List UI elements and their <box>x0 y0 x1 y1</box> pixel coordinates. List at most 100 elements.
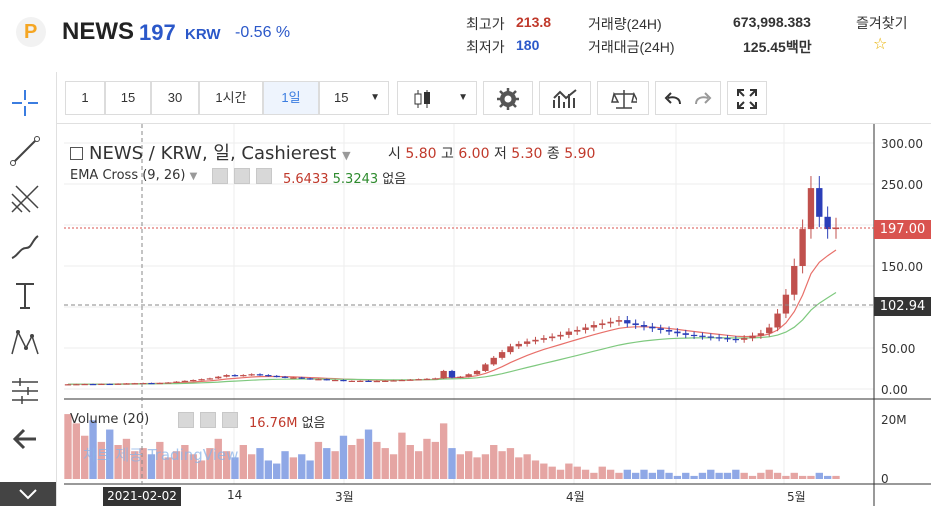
trend-line-icon[interactable] <box>8 134 42 168</box>
candle-body <box>590 325 598 328</box>
volume-bar <box>381 448 389 479</box>
caret-down-icon: ▼ <box>458 92 468 103</box>
volume-bar <box>648 472 657 479</box>
interval-dropdown[interactable]: 15 ▼ <box>319 81 389 115</box>
eye-icon[interactable] <box>212 168 228 184</box>
candle-body <box>649 326 656 329</box>
candle-body <box>123 383 130 385</box>
volume-bar <box>389 454 398 479</box>
x-tick: 4월 <box>566 490 585 504</box>
undo-icon[interactable] <box>662 90 684 108</box>
candle-body <box>348 380 355 382</box>
volume-bar <box>147 454 156 479</box>
volume-bar <box>298 454 306 479</box>
current-price: 197 <box>139 20 176 45</box>
interval-30m-button[interactable]: 30 <box>151 81 199 115</box>
candle-body <box>398 379 406 382</box>
volume-bar <box>339 435 348 479</box>
volume-bar <box>715 472 723 479</box>
candle-body <box>724 338 731 340</box>
interval-15m-button[interactable]: 15 <box>105 81 151 115</box>
volume-bar <box>498 451 506 479</box>
chart-type-button[interactable]: ▼ <box>397 81 477 115</box>
settings-button[interactable] <box>483 81 533 115</box>
high-value: 213.8 <box>516 14 552 30</box>
collapse-box-icon[interactable] <box>70 147 83 160</box>
back-arrow-icon[interactable] <box>8 422 42 456</box>
volume-bar <box>323 448 331 479</box>
ema-fast-value: 5.6433 <box>283 172 329 187</box>
settings-small-icon[interactable] <box>234 168 250 184</box>
interval-1h-button[interactable]: 1시간 <box>199 81 263 115</box>
close-icon[interactable] <box>222 412 238 428</box>
volume-bar <box>740 472 748 479</box>
candle-body <box>139 383 147 385</box>
favorite-label[interactable]: 즐겨찾기 <box>856 15 908 31</box>
crosshair-icon[interactable] <box>8 86 42 120</box>
candle-body <box>240 375 247 377</box>
caret-down-icon[interactable]: ▼ <box>342 149 351 162</box>
volume-bar <box>798 475 807 479</box>
exchange-logo: P <box>16 17 46 47</box>
pattern-icon[interactable] <box>8 326 42 360</box>
volume-bar <box>364 429 373 479</box>
candle-body <box>407 379 414 381</box>
candle-body <box>173 381 180 383</box>
interval-1d-button[interactable]: 1일 <box>263 81 319 115</box>
measure-icon[interactable] <box>8 374 42 408</box>
chart-toolbar: 1 15 30 1시간 1일 15 ▼ ▼ <box>57 72 931 124</box>
candle-body <box>357 380 364 382</box>
candle-body <box>306 378 314 380</box>
volume-bar <box>556 469 565 479</box>
collapse-button[interactable] <box>0 482 56 506</box>
volume-bar <box>348 445 356 479</box>
candle-body <box>415 379 422 381</box>
candle-body <box>690 334 698 337</box>
indicators-button[interactable] <box>539 81 591 115</box>
star-icon[interactable]: ☆ <box>873 34 888 53</box>
volume-bar <box>665 472 673 479</box>
volume-bar <box>707 469 715 479</box>
low-value: 180 <box>516 37 540 53</box>
compare-button[interactable] <box>597 81 649 115</box>
brush-icon[interactable] <box>8 230 42 264</box>
volume-bar <box>206 448 214 479</box>
close-icon[interactable] <box>256 168 272 184</box>
fib-icon[interactable] <box>8 182 42 216</box>
candle-body <box>114 383 122 385</box>
volume-bar <box>657 469 665 479</box>
candle-body <box>315 379 322 381</box>
candle-body <box>490 357 497 365</box>
text-icon[interactable] <box>8 278 42 312</box>
redo-icon[interactable] <box>692 90 714 108</box>
volume-bar <box>606 469 615 479</box>
caret-down-icon[interactable]: ▼ <box>189 171 198 182</box>
volume-bar <box>239 445 247 479</box>
chevron-down-icon <box>19 489 37 500</box>
fullscreen-button[interactable] <box>727 81 767 115</box>
candle-body <box>749 335 756 339</box>
interval-1m-button[interactable]: 1 <box>65 81 105 115</box>
candle-body <box>523 341 531 344</box>
volume-bar <box>281 451 289 479</box>
price-chart[interactable] <box>64 124 931 506</box>
volume-bar <box>414 451 423 479</box>
ticker-header: P NEWS 197 KRW -0.56 % 최고가 213.8 최저가 180… <box>0 0 931 70</box>
settings-small-icon[interactable] <box>200 412 216 428</box>
candle-body <box>557 334 564 337</box>
volume-bar <box>423 438 431 479</box>
volume-bar <box>247 454 256 479</box>
eye-icon[interactable] <box>178 412 194 428</box>
volume-bar <box>406 445 414 479</box>
chart-legend-title: NEWS / KRW, 일, Cashierest ▼ <box>70 139 351 165</box>
volume-bar <box>690 475 698 479</box>
candle-body <box>774 313 781 328</box>
candle-body <box>582 327 589 330</box>
volume-bar <box>515 457 523 479</box>
candle-body <box>632 323 639 326</box>
symbol-title: NEWS / KRW, 일, Cashierest <box>89 143 337 164</box>
logo-icon: P <box>24 21 38 43</box>
volume-bar <box>289 457 298 479</box>
volume-bar <box>181 445 189 479</box>
volume-bar <box>431 441 439 479</box>
